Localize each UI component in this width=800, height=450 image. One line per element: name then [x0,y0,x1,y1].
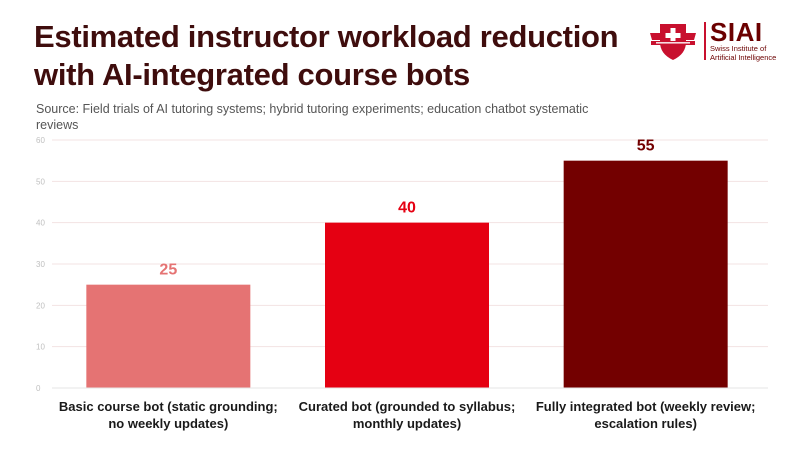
category-labels: Basic course bot (static grounding; no we… [59,399,756,431]
data-label-2: 40 [398,200,416,217]
logo-subtitle-line-2: Artificial Intelligence [710,52,777,62]
y-tick-label: 30 [36,260,45,269]
y-tick-label: 50 [36,177,45,186]
chart-title-line-1: Estimated instructor workload reduction [34,19,619,54]
logo-subtitle-line-1: Swiss Institute of [710,44,767,53]
y-tick-label: 20 [36,301,45,310]
category-label-1-line-2: no weekly updates) [108,416,228,431]
category-label-1-line-1: Basic course bot (static grounding; [59,399,278,414]
y-tick-label: 60 [36,136,45,145]
logo-divider [704,22,706,60]
y-tick-labels: 0 10 20 30 40 50 60 [36,136,45,393]
y-tick-label: 10 [36,343,45,352]
data-labels: 25 40 55 [159,138,654,279]
category-label-3-line-1: Fully integrated bot (weekly review; [536,399,756,414]
siai-logo: SIAI Swiss Institute of Artificial Intel… [648,17,780,62]
chart-source-note: Source: Field trials of AI tutoring syst… [36,102,589,132]
bar-1 [86,284,251,388]
bar-2 [325,222,489,388]
logo-subtitle: Swiss Institute of Artificial Intelligen… [710,44,780,62]
logo-name: SIAI [710,17,763,47]
swiss-cross-shield-icon [650,24,696,60]
data-label-3: 55 [637,138,655,155]
category-label-2-line-1: Curated bot (grounded to syllabus; [299,399,516,414]
category-label-3-line-2: escalation rules) [594,416,697,431]
y-tick-label: 40 [36,219,45,228]
y-tick-label: 0 [36,384,41,393]
chart-title-line-2: with AI-integrated course bots [34,57,470,92]
data-label-1: 25 [159,262,177,279]
category-label-2-line-2: monthly updates) [353,416,461,431]
bar-3 [563,160,728,388]
bars [86,160,728,388]
chart-title: Estimated instructor workload reduction … [34,18,634,94]
